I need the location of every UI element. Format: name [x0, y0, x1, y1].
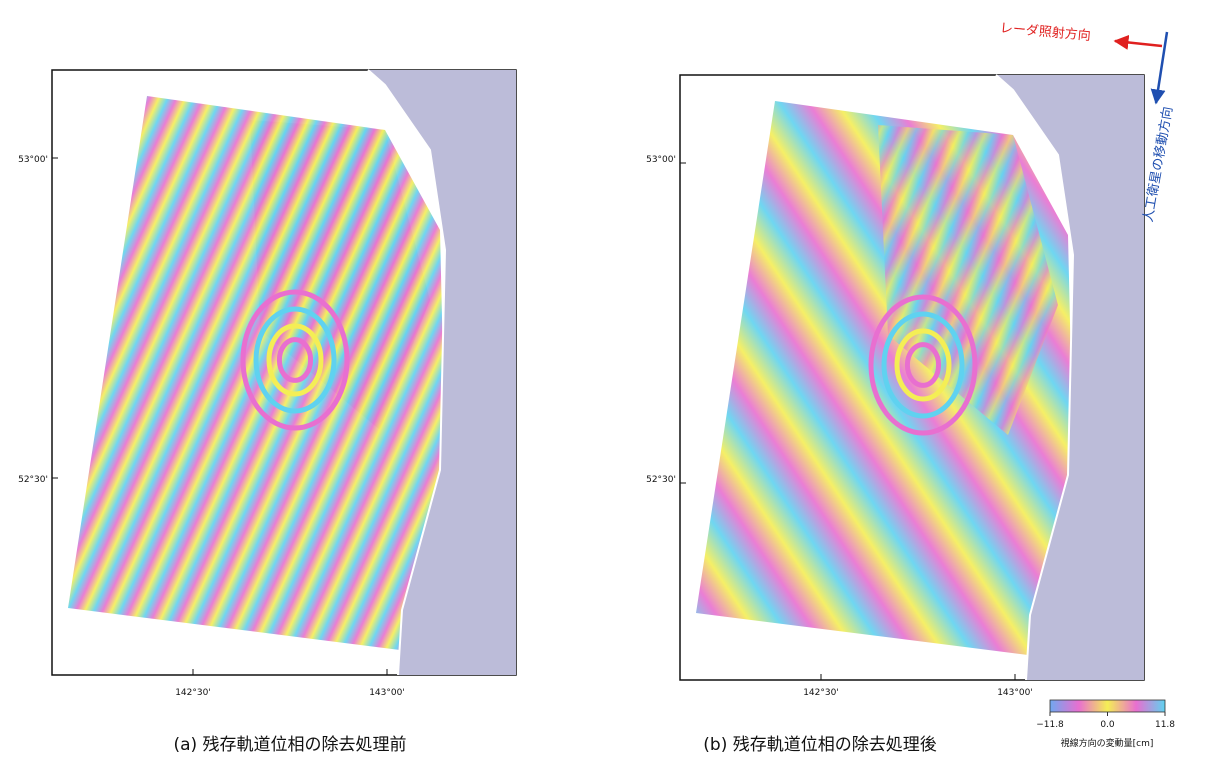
- figure: 53°00' 52°30' 142°30' 143°00' (a) 残存軌道位相の除去処…: [0, 0, 1210, 758]
- lat-label: 53°00': [646, 155, 676, 165]
- lat-label: 53°00': [18, 155, 48, 165]
- colorbar-tick-label: 0.0: [1100, 720, 1115, 730]
- radar-label: レーダ照射方向: [999, 20, 1091, 44]
- panel-caption: (b) 残存軌道位相の除去処理後: [703, 735, 936, 755]
- lon-label: 143°00': [369, 688, 405, 698]
- map-panel: 53°00' 52°30' 142°30' 143°00' (a) 残存軌道位相の除去処…: [18, 70, 516, 755]
- lat-label: 52°30': [18, 475, 48, 485]
- lon-label: 143°00': [997, 688, 1033, 698]
- lon-label: 142°30': [175, 688, 211, 698]
- satellite-arrow: [1156, 32, 1167, 103]
- colorbar: [1050, 700, 1165, 712]
- map-panel: 53°00' 52°30' 142°30' 143°00' (b) 残存軌道位相の除去処…: [646, 75, 1144, 755]
- lat-label: 52°30': [646, 475, 676, 485]
- satellite-label: 人工衛星の移動方向: [1140, 105, 1176, 223]
- colorbar-label: 視線方向の変動量[cm]: [1061, 737, 1154, 749]
- radar-arrow: [1115, 41, 1162, 46]
- colorbar-tick-label: 11.8: [1155, 720, 1175, 730]
- lon-label: 142°30': [803, 688, 839, 698]
- panel-caption: (a) 残存軌道位相の除去処理前: [173, 735, 406, 755]
- colorbar-tick-label: −11.8: [1036, 720, 1064, 730]
